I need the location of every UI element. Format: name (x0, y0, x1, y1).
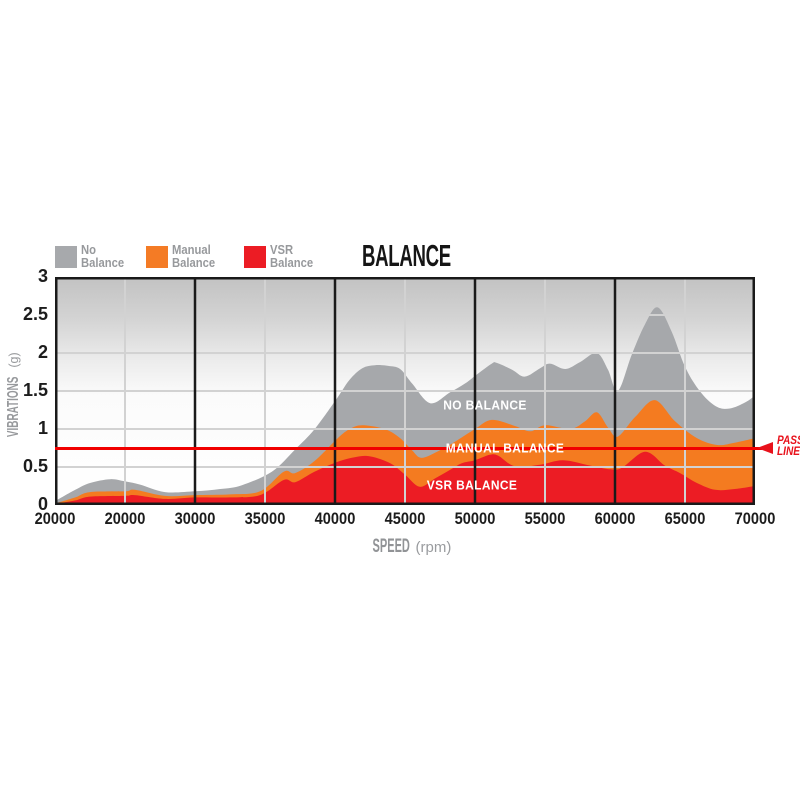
x-tick-label: 70000 (734, 509, 776, 528)
legend-label-no-balance: No Balance (81, 244, 124, 269)
x-axis-unit: (rpm) (415, 539, 452, 556)
x-tick-label: 65000 (664, 509, 706, 528)
x-tick-label: 20000 (34, 509, 76, 528)
x-tick-label: 20000 (104, 509, 146, 528)
x-axis-title: SPEED (rpm) (55, 536, 755, 558)
plot-border (55, 277, 755, 505)
y-tick-label: 2.5 (22, 304, 48, 324)
series-label-manual-balance: MANUAL BALANCE (445, 440, 565, 456)
pass-line (55, 446, 762, 450)
legend-swatch-manual-balance (146, 246, 168, 268)
legend-text: VSR (270, 243, 294, 257)
pass-line-arrow-icon (757, 441, 773, 454)
legend-text: Manual (172, 243, 211, 257)
x-tick-label: 30000 (174, 509, 216, 528)
x-tick-label: 45000 (384, 509, 426, 528)
legend-label-vsr-balance: VSR Balance (270, 244, 313, 269)
y-tick-label: 0.5 (22, 456, 48, 476)
x-tick-label: 40000 (314, 509, 356, 528)
pass-line-label: PASSLINE (777, 435, 800, 458)
series-label-no-balance: NO BALANCE (443, 397, 527, 413)
legend-label-manual-balance: Manual Balance (172, 244, 215, 269)
legend-text: Balance (81, 255, 125, 270)
y-tick-label: 3 (37, 266, 48, 286)
y-tick-label: 2 (37, 342, 48, 362)
chart-title: BALANCE (362, 238, 451, 273)
y-tick-label: 1.5 (22, 380, 48, 400)
x-axis-title-text: SPEED (372, 536, 410, 557)
plot-area (55, 277, 755, 505)
y-axis-title: VIBRATIONS (g) (5, 352, 23, 455)
legend-text: Balance (172, 255, 216, 270)
y-tick-label: 1 (37, 418, 48, 438)
pass-line-label-text: PASS (777, 435, 800, 447)
x-tick-label: 50000 (454, 509, 496, 528)
legend-text: No (81, 243, 97, 257)
series-label-vsr-balance: VSR BALANCE (426, 477, 518, 493)
x-tick-label: 55000 (524, 509, 566, 528)
x-tick-label: 60000 (594, 509, 636, 528)
y-tick-label: 0 (37, 494, 48, 514)
legend-swatch-vsr-balance (244, 246, 266, 268)
pass-line-label-text: LINE (777, 446, 800, 458)
legend-text: Balance (270, 255, 314, 270)
legend-swatch-no-balance (55, 246, 77, 268)
x-tick-label: 35000 (244, 509, 286, 528)
